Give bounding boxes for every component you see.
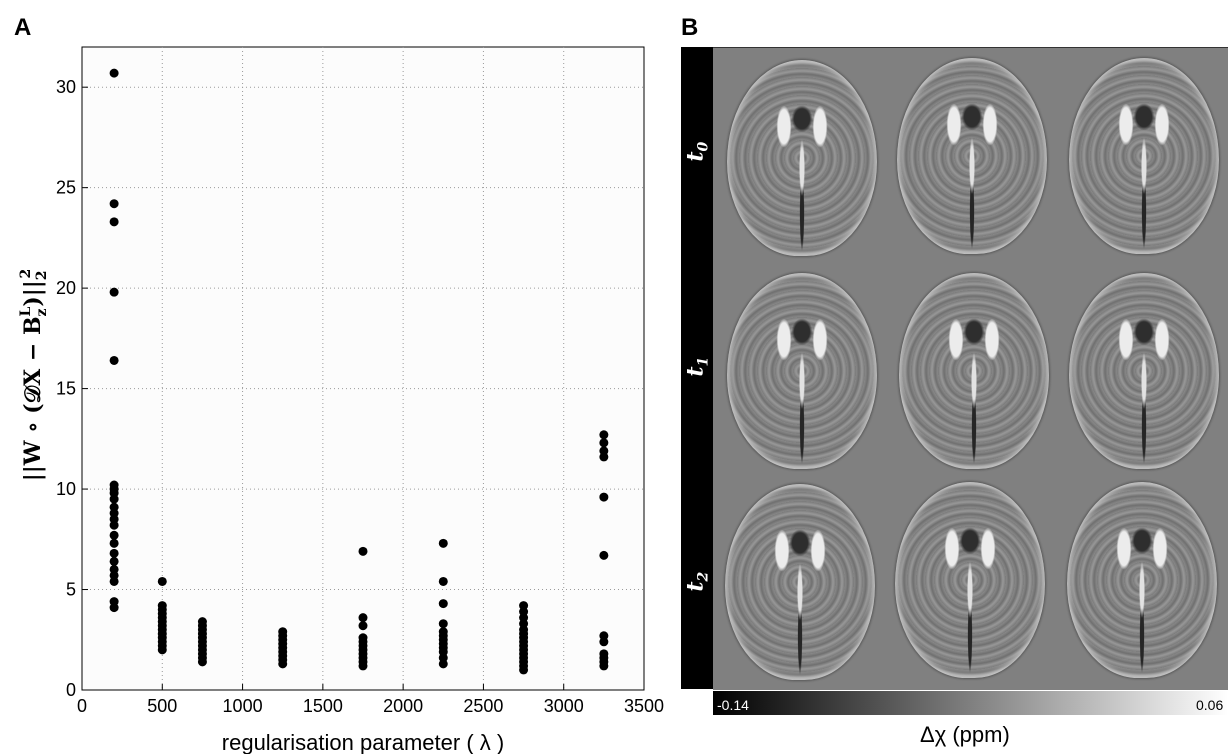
data-point: [599, 492, 609, 502]
data-point: [599, 430, 609, 440]
data-point: [109, 287, 119, 297]
data-point: [109, 603, 119, 613]
data-point: [278, 659, 288, 669]
grid-layer: [82, 47, 644, 690]
scatter-chart: 0 500 1000 1500 2000 2500 3000 3500 0 5 10 15 20 25 30…: [18, 46, 664, 754]
data-point: [358, 613, 368, 623]
data-point: [438, 576, 448, 586]
brain-map-t1-1: [727, 273, 877, 469]
panel-a-label: A: [14, 14, 32, 41]
data-point: [157, 645, 167, 655]
brain-map-t2-3: [1067, 482, 1217, 678]
data-point: [358, 546, 368, 556]
x-tick-label: 2000: [383, 696, 423, 716]
data-point: [109, 576, 119, 586]
data-point: [599, 550, 609, 560]
colorbar-title: Δχ (ppm): [920, 722, 1010, 747]
data-point: [109, 199, 119, 209]
data-point: [358, 661, 368, 671]
data-point: [438, 599, 448, 609]
data-point: [599, 661, 609, 671]
y-tick-label: 10: [56, 479, 76, 499]
data-point: [109, 548, 119, 558]
brain-map-t0-1: [727, 60, 877, 256]
x-tick-label: 1500: [303, 696, 343, 716]
y-tick-label: 5: [66, 580, 76, 600]
data-point: [109, 68, 119, 78]
y-tick-label: 25: [56, 178, 76, 198]
y-tick-label: 30: [56, 77, 76, 97]
data-point: [109, 520, 119, 530]
data-point: [109, 355, 119, 365]
data-point: [599, 438, 609, 448]
x-tick-label: 0: [77, 696, 87, 716]
data-point: [109, 217, 119, 227]
data-point: [438, 659, 448, 669]
data-point: [109, 538, 119, 548]
brain-map-t1-2: [899, 273, 1049, 469]
timepoint-label-t0: t0: [682, 141, 712, 162]
data-point: [109, 556, 119, 566]
data-point: [109, 494, 119, 504]
data-point: [599, 452, 609, 462]
data-point: [599, 637, 609, 647]
brain-map-t0-3: [1069, 58, 1219, 254]
data-point: [157, 576, 167, 586]
colorbar-max-label: 0.06: [1196, 697, 1224, 713]
data-point: [109, 530, 119, 540]
point-layer: [109, 68, 609, 675]
panel-b-label: B: [681, 14, 699, 41]
x-tick-label: 1000: [223, 696, 263, 716]
data-point: [519, 665, 529, 675]
x-tick-label: 3000: [544, 696, 584, 716]
qsm-map-panel: t0 t1 t2: [681, 47, 1228, 690]
y-axis-title: ||W ∘ (𝒟X − BzL)||22: [18, 269, 50, 482]
x-tick-label: 2500: [463, 696, 503, 716]
susceptibility-map-grid: [713, 47, 1228, 690]
x-tick-label: 500: [147, 696, 177, 716]
plot-area: [81, 46, 645, 691]
brain-map-t1-3: [1069, 273, 1219, 469]
y-tick-label: 0: [66, 680, 76, 700]
colorbar-min-label: -0.14: [717, 697, 749, 713]
timepoint-strip: t0 t1 t2: [681, 47, 713, 689]
data-point: [358, 621, 368, 631]
data-point: [438, 538, 448, 548]
timepoint-label-t1: t1: [682, 356, 712, 377]
tick-layer: 0 500 1000 1500 2000 2500 3000 3500 0 5 10 15 20 25 30: [56, 77, 664, 716]
brain-map-t0-2: [897, 58, 1047, 254]
x-axis-title: regularisation parameter ( λ ): [222, 730, 504, 754]
brain-map-t2-2: [895, 482, 1045, 678]
brain-map-t2-1: [725, 484, 875, 680]
y-tick-label: 20: [56, 278, 76, 298]
data-point: [197, 657, 207, 667]
y-tick-label: 15: [56, 379, 76, 399]
data-point: [438, 619, 448, 629]
x-tick-label: 3500: [624, 696, 664, 716]
colorbar: [713, 691, 1228, 715]
timepoint-label-t2: t2: [682, 571, 712, 592]
